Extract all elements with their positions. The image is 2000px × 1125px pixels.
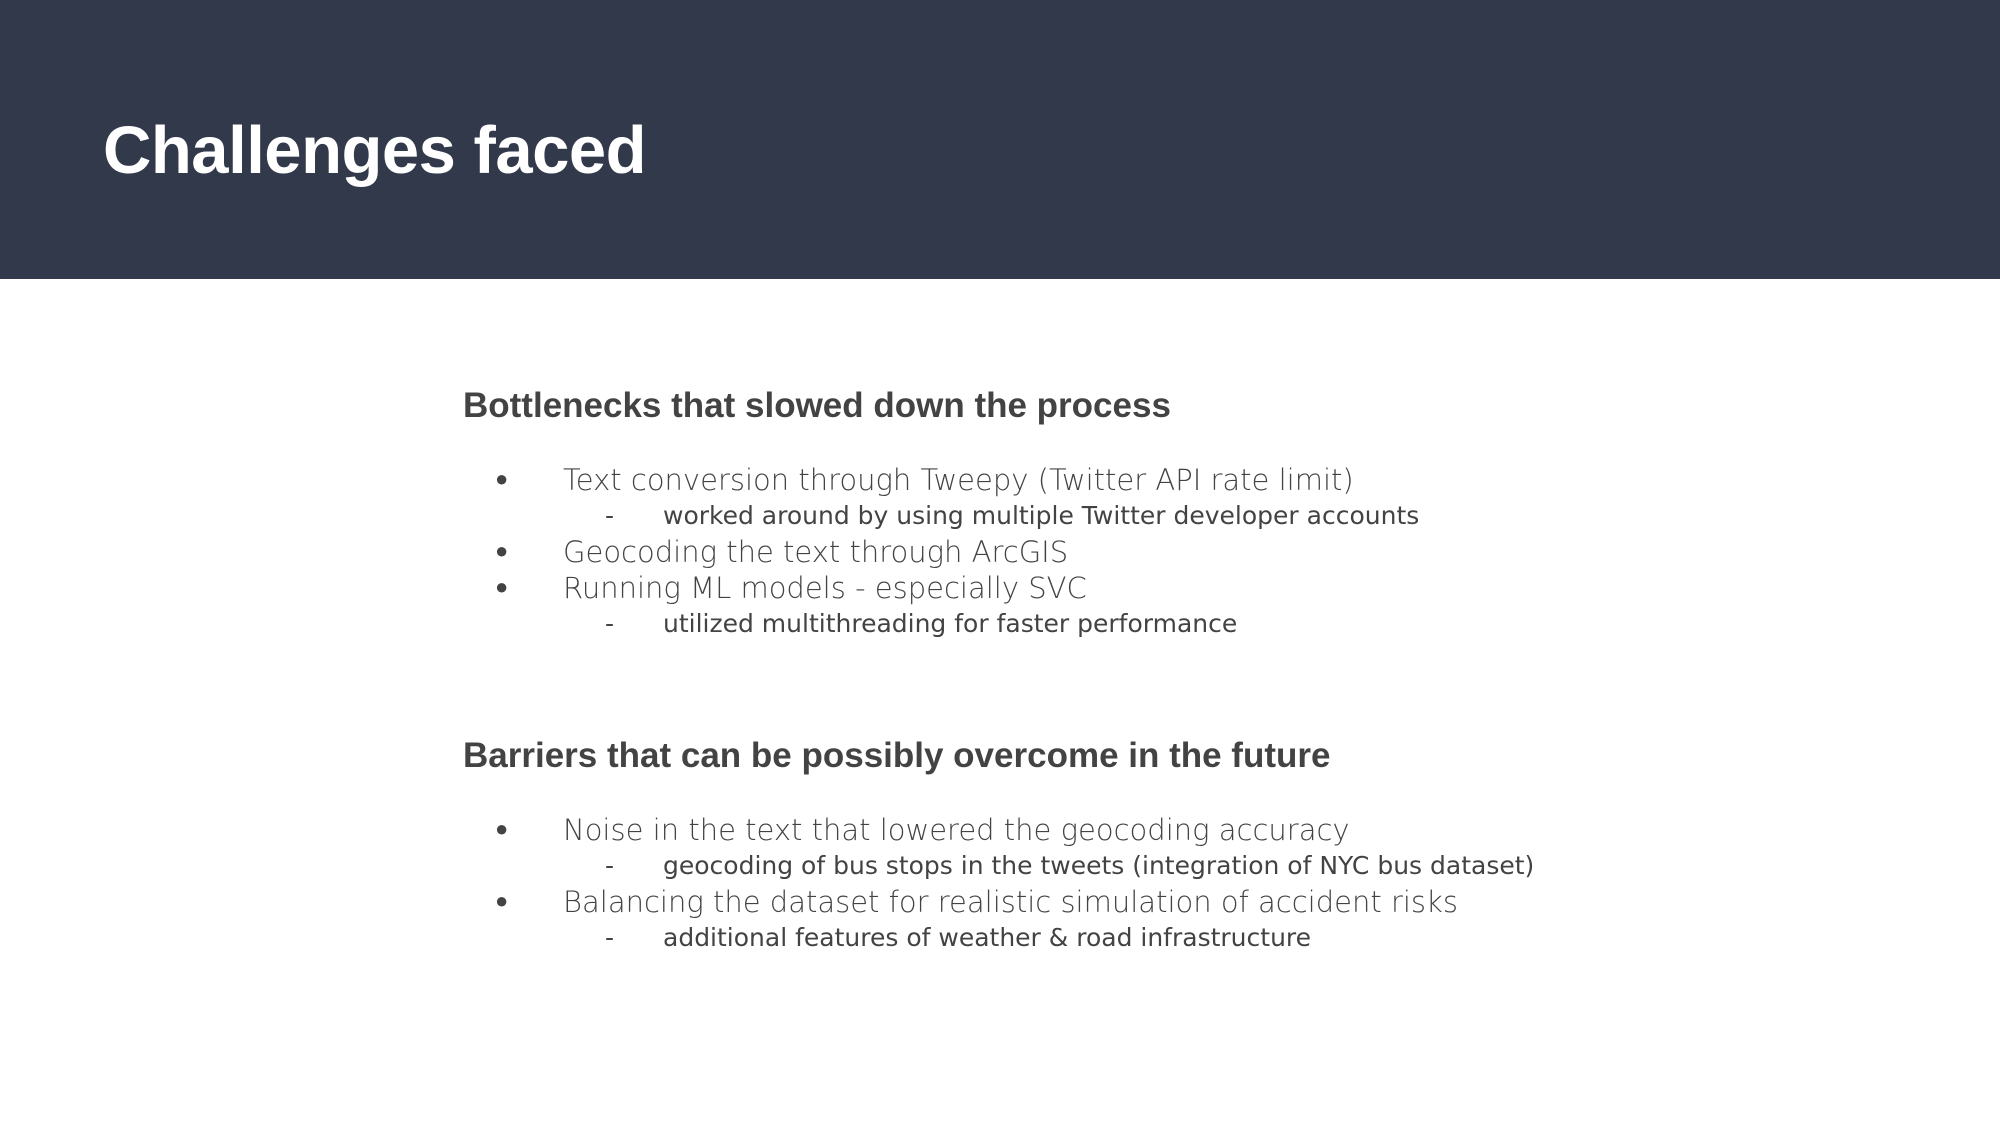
sub-list-item: - geocoding of bus stops in the tweets (… xyxy=(463,848,1963,884)
list-item: ● Text conversion through Tweepy (Twitte… xyxy=(463,462,1963,498)
bullet-list: ● Text conversion through Tweepy (Twitte… xyxy=(463,462,1963,642)
section-heading: Barriers that can be possibly overcome i… xyxy=(463,736,1331,775)
sub-list-item: - utilized multithreading for faster per… xyxy=(463,606,1963,642)
section-bottlenecks: Bottlenecks that slowed down the process… xyxy=(463,386,1963,642)
list-item: ● Noise in the text that lowered the geo… xyxy=(463,812,1963,848)
dash-icon: - xyxy=(605,923,615,952)
bullet-icon: ● xyxy=(495,575,509,600)
sub-list-item: - worked around by using multiple Twitte… xyxy=(463,498,1963,534)
sub-list-item-text: utilized multithreading for faster perfo… xyxy=(663,609,1238,638)
list-item: ● Geocoding the text through ArcGIS xyxy=(463,534,1963,570)
section-barriers: Barriers that can be possibly overcome i… xyxy=(463,736,1963,956)
sub-list-item-text: worked around by using multiple Twitter … xyxy=(663,501,1420,530)
dash-icon: - xyxy=(605,501,615,530)
bullet-icon: ● xyxy=(495,817,509,842)
bullet-icon: ● xyxy=(495,467,509,492)
list-item-text: Geocoding the text through ArcGIS xyxy=(563,535,1069,569)
list-item-text: Text conversion through Tweepy (Twitter … xyxy=(563,463,1354,497)
bullet-icon: ● xyxy=(495,539,509,564)
list-item: ● Balancing the dataset for realistic si… xyxy=(463,884,1963,920)
sub-list-item: - additional features of weather & road … xyxy=(463,920,1963,956)
bullet-icon: ● xyxy=(495,889,509,914)
list-item-text: Balancing the dataset for realistic simu… xyxy=(563,885,1458,919)
list-item: ● Running ML models - especially SVC xyxy=(463,570,1963,606)
slide-title: Challenges faced xyxy=(103,113,647,188)
dash-icon: - xyxy=(605,609,615,638)
title-band: Challenges faced xyxy=(0,0,2000,279)
list-item-text: Noise in the text that lowered the geoco… xyxy=(563,813,1350,847)
section-heading: Bottlenecks that slowed down the process xyxy=(463,386,1171,425)
dash-icon: - xyxy=(605,851,615,880)
sub-list-item-text: geocoding of bus stops in the tweets (in… xyxy=(663,851,1535,880)
list-item-text: Running ML models - especially SVC xyxy=(563,571,1087,605)
bullet-list: ● Noise in the text that lowered the geo… xyxy=(463,812,1963,956)
sub-list-item-text: additional features of weather & road in… xyxy=(663,923,1312,952)
